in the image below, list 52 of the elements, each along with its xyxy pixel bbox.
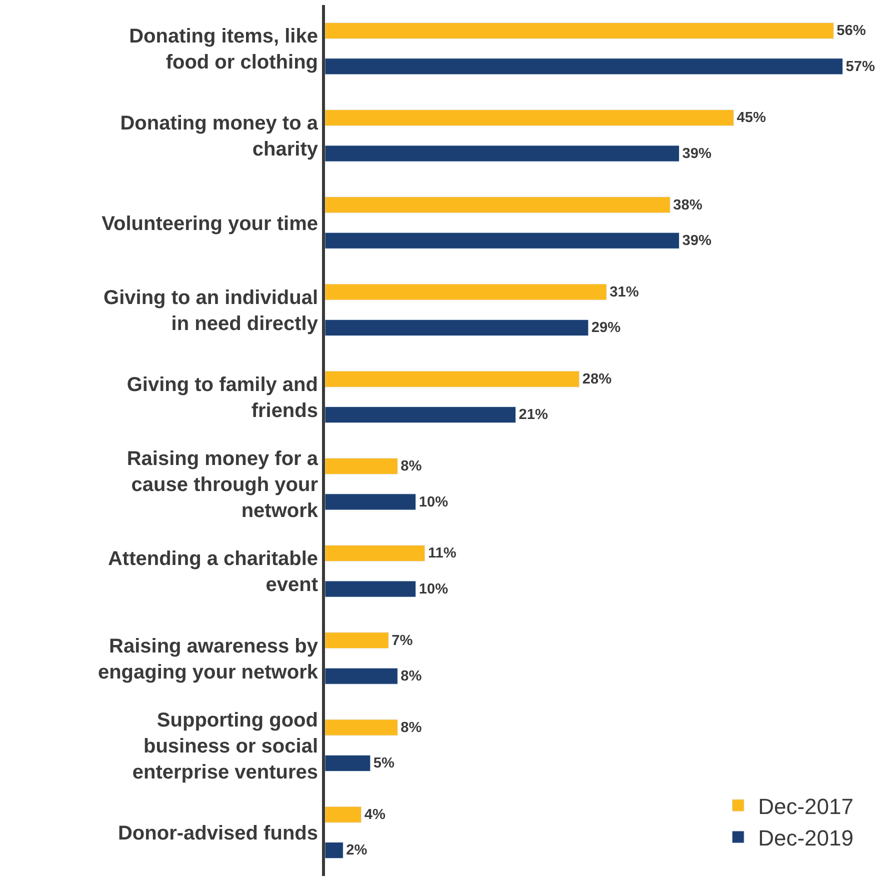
data-label: 2%: [346, 842, 368, 859]
data-label: 8%: [400, 720, 422, 736]
y-tick-label: Volunteering your time: [102, 212, 318, 235]
data-label: 5%: [373, 756, 395, 772]
data-label: 4%: [364, 806, 386, 823]
bar: [325, 545, 426, 562]
bar: [325, 806, 362, 823]
bar: [325, 632, 389, 649]
y-tick-label: Supporting good business or social enterprise ventures: [132, 709, 318, 784]
data-label: 8%: [400, 668, 422, 684]
data-label: 39%: [682, 146, 712, 162]
bar: [325, 458, 398, 474]
bar: [325, 580, 416, 598]
data-label: 8%: [400, 458, 422, 475]
bar: [325, 232, 680, 249]
data-label: 11%: [428, 546, 456, 562]
data-label: 31%: [610, 284, 639, 300]
bar: [325, 110, 734, 126]
data-label: 10%: [418, 494, 448, 510]
bar: [325, 842, 344, 859]
y-tick-label: Attending a charitable event: [108, 548, 318, 596]
data-label: 7%: [392, 632, 413, 649]
data-label: 57%: [846, 58, 875, 75]
y-tick-label: Donating items, like food or clothing: [129, 26, 318, 74]
data-label: 29%: [591, 320, 621, 336]
data-label: 45%: [736, 110, 766, 126]
bar: [325, 22, 834, 39]
bar: [325, 494, 416, 510]
bar: [325, 319, 589, 336]
data-label: 28%: [582, 371, 612, 388]
bar: [325, 668, 398, 684]
bar: [325, 719, 398, 736]
bar: [325, 754, 371, 772]
y-tick-label: Donating money to a charity: [120, 112, 319, 161]
bar: [325, 145, 680, 162]
y-tick-label: Donor-advised funds: [118, 822, 318, 844]
legend-label: Dec-2019: [758, 826, 854, 851]
data-label: 10%: [418, 581, 448, 598]
data-label: 21%: [518, 407, 548, 424]
bar: [325, 58, 843, 75]
y-tick-label: Giving to family and friends: [126, 374, 318, 422]
bar: [325, 196, 670, 214]
bar: [325, 370, 580, 388]
legend-label: Dec-2017: [758, 794, 854, 819]
data-label: 38%: [673, 197, 702, 214]
y-tick-label: Giving to an individual in need directly: [104, 286, 319, 335]
data-label: 39%: [682, 232, 712, 249]
bar: [325, 284, 607, 300]
data-label: 56%: [836, 23, 866, 40]
y-tick-label: Raising money for a cause through your network: [126, 448, 319, 522]
y-tick-label: Raising awareness by engaging your network: [98, 635, 319, 684]
bar: [325, 406, 516, 424]
